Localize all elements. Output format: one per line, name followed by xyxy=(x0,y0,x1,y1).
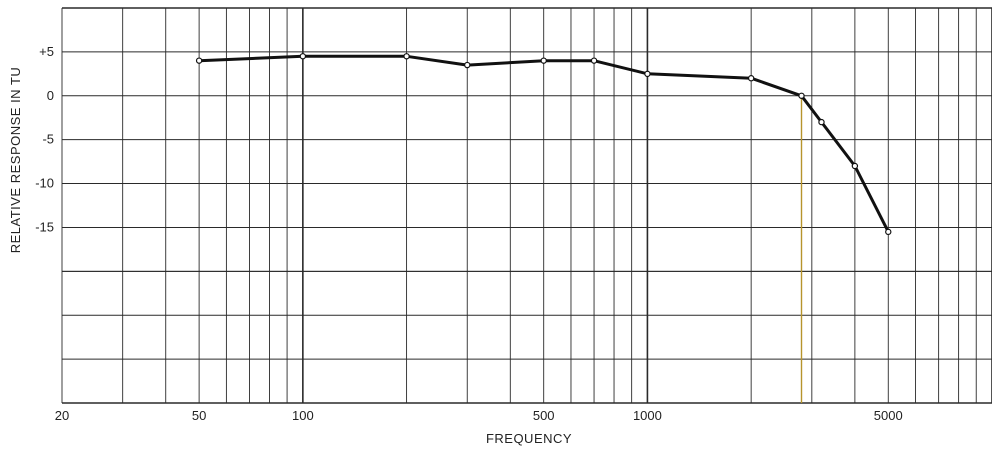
y-tick-label: -5 xyxy=(42,132,54,147)
y-tick-label: -10 xyxy=(35,176,54,191)
data-point xyxy=(885,228,892,236)
grid xyxy=(61,7,992,404)
x-tick-label: 50 xyxy=(192,408,206,423)
tick-labels: 20 50 100 500 1000 5000 +5 0 -5 -10 -15 xyxy=(35,44,903,423)
data-point xyxy=(464,61,471,69)
x-tick-label: 100 xyxy=(292,408,314,423)
series-line xyxy=(199,54,890,233)
data-point xyxy=(195,57,203,64)
x-tick-label: 5000 xyxy=(874,408,903,423)
y-tick-label: 0 xyxy=(47,88,54,103)
x-tick-label: 500 xyxy=(533,408,555,423)
y-tick-label: +5 xyxy=(39,44,54,59)
series-group xyxy=(195,53,892,236)
data-point xyxy=(644,70,651,78)
data-point xyxy=(403,53,410,60)
data-point xyxy=(747,75,755,82)
x-tick-label: 20 xyxy=(55,408,69,423)
data-point xyxy=(798,92,805,99)
data-point xyxy=(299,53,307,60)
data-point xyxy=(851,162,859,170)
x-axis-label: FREQUENCY xyxy=(486,431,572,446)
y-axis-label: RELATIVE RESPONSE IN TU xyxy=(8,67,23,254)
x-tick-label: 1000 xyxy=(633,408,662,423)
data-point xyxy=(590,57,598,64)
data-point xyxy=(540,57,547,64)
data-point xyxy=(818,118,825,126)
y-tick-label: -15 xyxy=(35,219,54,234)
